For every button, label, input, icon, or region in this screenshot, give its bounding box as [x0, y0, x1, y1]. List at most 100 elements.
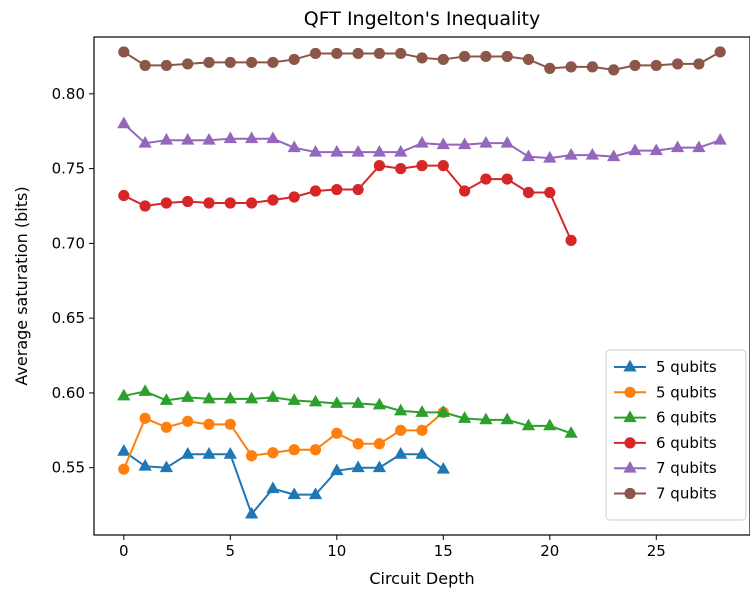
data-point — [650, 59, 662, 72]
data-point — [266, 481, 280, 494]
data-point — [160, 197, 173, 209]
data-point — [564, 147, 578, 160]
x-tick-label: 20 — [540, 542, 559, 560]
data-point — [372, 144, 387, 157]
data-point — [331, 427, 343, 439]
series-line — [123, 164, 573, 241]
data-point — [479, 135, 493, 148]
data-point — [202, 391, 216, 404]
data-point — [181, 132, 195, 145]
data-point — [203, 197, 215, 209]
data-point — [585, 147, 600, 160]
y-tick-label: 0.60 — [52, 384, 85, 402]
data-point — [160, 421, 173, 433]
data-point — [372, 397, 387, 410]
data-point — [607, 149, 621, 162]
data-point — [159, 460, 174, 473]
data-point — [308, 144, 323, 157]
x-axis-label: Circuit Depth — [369, 569, 474, 588]
data-point — [372, 460, 387, 473]
data-point — [629, 59, 641, 72]
legend-label: 5 qubits — [656, 383, 717, 401]
data-point — [182, 195, 194, 208]
y-tick-label: 0.80 — [52, 85, 85, 103]
data-point — [415, 135, 429, 148]
data-point — [244, 506, 259, 519]
data-point — [117, 116, 131, 129]
legend-label: 5 qubits — [656, 358, 717, 376]
data-point — [288, 53, 300, 66]
data-point — [351, 144, 365, 157]
data-point — [308, 487, 323, 500]
data-point — [714, 46, 726, 58]
axis-ticks: 0 5 10 15 20 25 0.55 0.60 0.65 0.70 0.75 0.80 — [52, 85, 666, 560]
data-point — [416, 52, 428, 64]
series-3 — [118, 160, 577, 246]
data-point — [457, 137, 472, 150]
series-line — [122, 411, 444, 470]
data-point — [628, 143, 642, 156]
data-point — [544, 62, 556, 75]
data-point — [267, 447, 279, 459]
data-point — [351, 460, 365, 473]
data-point — [522, 186, 535, 199]
data-point — [139, 412, 151, 424]
data-point — [501, 173, 513, 185]
data-point — [565, 234, 577, 246]
data-point — [223, 447, 237, 459]
data-point — [501, 50, 513, 63]
data-point — [288, 444, 300, 456]
data-point — [223, 391, 237, 404]
data-point — [139, 200, 151, 212]
data-point — [331, 183, 343, 196]
legend-entry: 6 qubits — [614, 409, 717, 427]
data-point — [395, 47, 407, 60]
data-point — [394, 403, 408, 416]
legend-marker — [623, 461, 637, 473]
data-point — [267, 194, 279, 206]
x-tick-label: 25 — [647, 542, 666, 560]
data-point — [266, 390, 280, 402]
legend: 5 qubits 5 qubits 6 qubits 6 qubits 7 qubits… — [605, 349, 747, 521]
legend-label: 7 qubits — [656, 459, 717, 477]
data-point — [287, 487, 301, 500]
data-point — [394, 447, 408, 459]
legend-label: 7 qubits — [656, 485, 717, 503]
data-point — [246, 197, 258, 209]
data-point — [118, 463, 130, 475]
series-2 — [117, 384, 578, 438]
data-point — [608, 64, 620, 76]
legend-label: 6 qubits — [656, 409, 717, 427]
y-tick-label: 0.75 — [52, 160, 85, 178]
x-tick-label: 0 — [119, 542, 129, 560]
data-point — [373, 438, 386, 450]
y-tick-label: 0.65 — [52, 309, 85, 327]
data-point — [437, 160, 449, 172]
legend-marker — [623, 359, 637, 372]
data-point — [309, 47, 322, 60]
y-tick-label: 0.70 — [52, 234, 85, 252]
legend-entry: 5 qubits — [614, 383, 717, 401]
data-point — [373, 160, 386, 172]
y-tick-label: 0.55 — [52, 459, 85, 477]
series-line — [123, 450, 444, 516]
data-point — [394, 144, 408, 157]
x-tick-label: 15 — [434, 542, 453, 560]
data-point — [458, 185, 471, 197]
data-point — [224, 197, 236, 209]
data-point — [203, 418, 215, 430]
data-point — [521, 418, 536, 431]
chart-title: QFT Ingelton's Inequality — [304, 8, 540, 30]
legend-entry: 7 qubits — [614, 459, 717, 477]
data-point — [480, 50, 492, 63]
plot-series — [117, 46, 727, 519]
data-point — [246, 450, 258, 462]
data-point — [543, 150, 557, 163]
data-point — [544, 186, 556, 199]
data-point — [500, 135, 514, 148]
data-point — [692, 140, 706, 153]
data-point — [138, 384, 152, 396]
data-point — [118, 46, 130, 58]
legend-marker — [624, 386, 636, 398]
